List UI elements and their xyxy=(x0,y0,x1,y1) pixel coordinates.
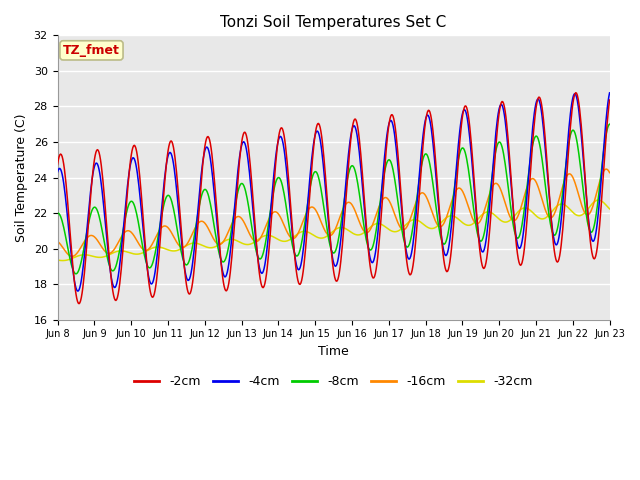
-2cm xyxy=(207,141,214,146)
-4cm xyxy=(207,156,214,162)
-4cm xyxy=(54,169,61,175)
-32cm xyxy=(605,206,613,212)
Title: Tonzi Soil Temperatures Set C: Tonzi Soil Temperatures Set C xyxy=(220,15,447,30)
-2cm xyxy=(177,227,185,232)
-4cm xyxy=(121,207,129,213)
-8cm xyxy=(418,163,426,169)
-4cm xyxy=(63,214,71,220)
Line: -4cm: -4cm xyxy=(58,93,609,291)
-4cm xyxy=(74,288,81,294)
-2cm xyxy=(401,246,409,252)
-8cm xyxy=(605,121,613,127)
-32cm xyxy=(59,258,67,264)
-16cm xyxy=(177,244,185,250)
Line: -8cm: -8cm xyxy=(58,124,609,274)
-2cm xyxy=(75,301,83,307)
X-axis label: Time: Time xyxy=(318,345,349,358)
-4cm xyxy=(177,235,185,241)
-32cm xyxy=(54,257,61,263)
-8cm xyxy=(54,210,61,216)
-2cm xyxy=(572,90,580,96)
-2cm xyxy=(605,97,613,103)
Text: TZ_fmet: TZ_fmet xyxy=(63,44,120,57)
Legend: -2cm, -4cm, -8cm, -16cm, -32cm: -2cm, -4cm, -8cm, -16cm, -32cm xyxy=(129,370,538,393)
-4cm xyxy=(605,90,613,96)
-32cm xyxy=(595,197,603,203)
Line: -2cm: -2cm xyxy=(58,93,609,304)
Line: -32cm: -32cm xyxy=(58,200,609,261)
-2cm xyxy=(121,219,129,225)
-16cm xyxy=(603,166,611,172)
-8cm xyxy=(72,271,80,276)
-16cm xyxy=(54,239,61,244)
-32cm xyxy=(121,249,129,254)
-32cm xyxy=(418,220,426,226)
-8cm xyxy=(207,201,214,206)
-8cm xyxy=(177,249,185,254)
-32cm xyxy=(65,257,72,263)
-16cm xyxy=(605,170,613,176)
-32cm xyxy=(401,222,409,228)
-8cm xyxy=(401,242,409,248)
-16cm xyxy=(418,190,426,196)
-2cm xyxy=(63,197,71,203)
-32cm xyxy=(207,245,214,251)
-32cm xyxy=(177,246,185,252)
-16cm xyxy=(207,229,214,235)
-16cm xyxy=(121,229,129,235)
Y-axis label: Soil Temperature (C): Soil Temperature (C) xyxy=(15,113,28,242)
-2cm xyxy=(418,162,426,168)
-8cm xyxy=(121,216,129,222)
-16cm xyxy=(401,226,409,232)
-4cm xyxy=(418,148,426,154)
-4cm xyxy=(401,242,409,248)
Line: -16cm: -16cm xyxy=(58,169,609,256)
-16cm xyxy=(63,251,71,257)
-16cm xyxy=(68,253,76,259)
-8cm xyxy=(63,244,71,250)
-2cm xyxy=(54,162,61,168)
